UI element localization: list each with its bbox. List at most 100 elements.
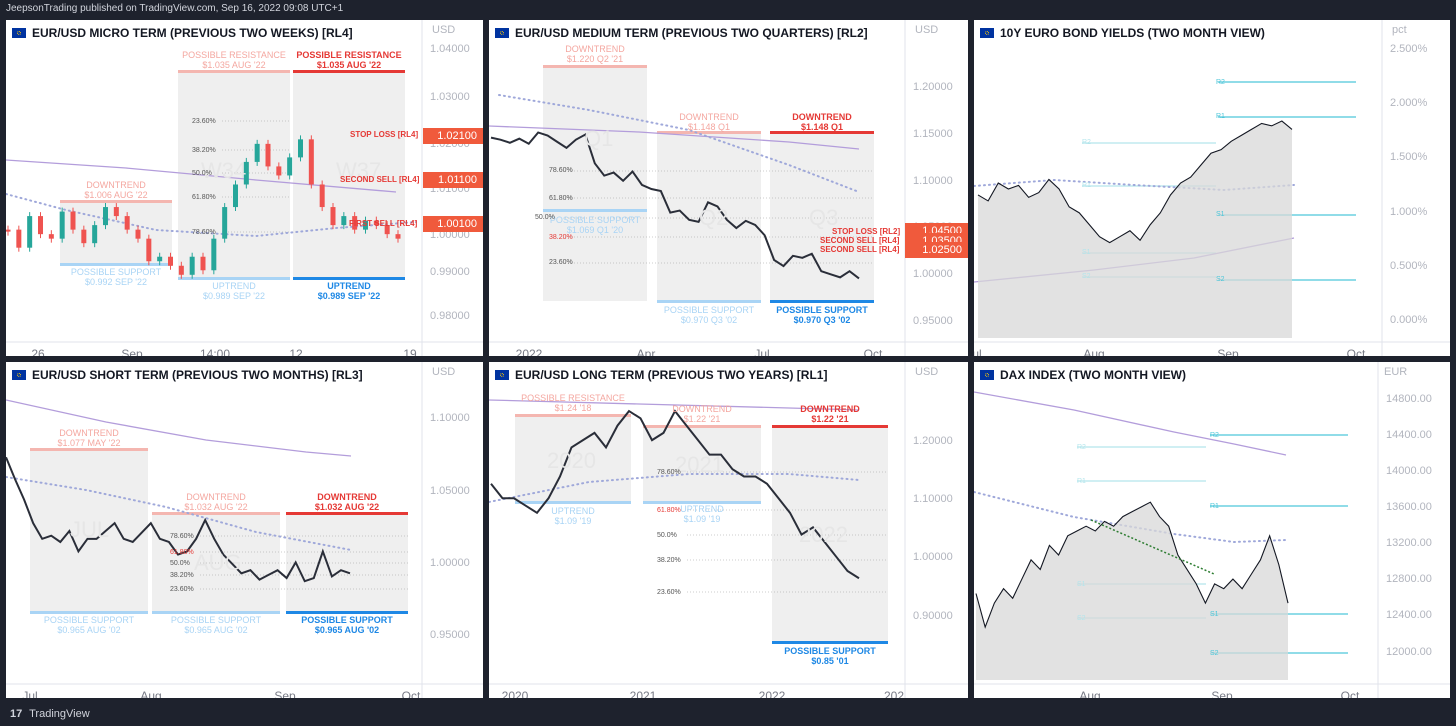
moving-average-dotted [6, 476, 352, 551]
panel-short-term[interactable]: 1.10000 1.05000 1.00000 0.95000 Jul Aug Sep Oct… [6, 362, 483, 698]
zone-bottom-sub: $1.09 '19 [683, 514, 721, 524]
area-fill [978, 121, 1292, 338]
side-label: SECOND SELL [RL4] [340, 175, 420, 184]
fib-label: 50.0% [535, 214, 555, 221]
fib-label: 38.20% [549, 234, 573, 241]
zone-bottom-label: UPTREND $1.09 '19 [515, 506, 631, 526]
zone-top-label: DOWNTREND $1.148 Q1 [770, 112, 874, 132]
panel-medium-term[interactable]: 1.200001.150001.100001.050001.000000.950… [489, 20, 968, 356]
price-box: 1.00100 [423, 216, 483, 232]
zone-top-text: DOWNTREND [800, 404, 860, 414]
zone-bottom-sub: $0.970 Q3 '02 [680, 315, 738, 325]
zone-top-label: DOWNTREND $1.220 Q2 '21 [543, 44, 647, 64]
price-box: 1.01100 [423, 172, 483, 188]
panel-long-term[interactable]: 1.20000 1.10000 1.00000 0.90000 2020 2021 2022… [489, 362, 968, 698]
zone-top-sub: $1.22 '21 [683, 414, 721, 424]
axis-unit: USD [432, 24, 456, 36]
candle-body [384, 225, 390, 235]
eu-flag-icon [12, 370, 26, 380]
y-tick-label: 1.20000 [913, 435, 953, 447]
watermark: 2021 [675, 452, 724, 477]
candle-body [168, 256, 173, 266]
eu-flag-icon [980, 370, 994, 380]
x-tick-label: Oct [402, 689, 421, 698]
y-tick-label: 1.04000 [430, 43, 470, 55]
fib-label: 61.80% [192, 194, 216, 201]
zone-top-text: DOWNTREND [679, 112, 739, 122]
zone-bottom-sub: $0.992 SEP '22 [84, 277, 148, 287]
tradingview-logo-icon: 17 [10, 708, 23, 720]
candle-body [363, 220, 368, 230]
candle-body [287, 157, 293, 176]
x-tick-label: 2021 [630, 689, 657, 698]
candle-body [243, 161, 249, 185]
candle-body [6, 229, 11, 232]
panel-title: EUR/USD MEDIUM TERM (PREVIOUS TWO QUARTE… [495, 26, 868, 40]
fib-label: 23.60% [170, 586, 194, 593]
level-label: R1 [1216, 113, 1225, 120]
x-tick-label: 19 [403, 347, 417, 356]
zone-top-text: DOWNTREND [672, 404, 732, 414]
support-line [178, 277, 290, 280]
x-tick-label: 2020 [502, 689, 529, 698]
candle-body [146, 238, 152, 262]
zone-bottom-label: POSSIBLE SUPPORT $1.069 Q1 '20 [543, 215, 647, 235]
x-tick-label: Sep [274, 689, 296, 698]
level-label: R2 [1077, 444, 1086, 451]
panel-bond-yields[interactable]: 2.500% 2.000% 1.500% 1.000% 0.500% 0.000% Jul A… [974, 20, 1450, 356]
support-line [152, 611, 280, 614]
watermark: W37 [336, 158, 382, 183]
candle-body [59, 211, 65, 239]
zone-bottom-text: POSSIBLE SUPPORT [301, 615, 393, 625]
zone-band [643, 427, 761, 502]
candle-body [341, 216, 347, 226]
level-label: R2 [1082, 139, 1091, 146]
candle-body [113, 207, 119, 217]
candle-body [135, 229, 141, 239]
moving-average-solid [489, 399, 860, 411]
zone-bottom-sub: $0.85 '01 [811, 656, 849, 666]
candle-body [178, 265, 184, 275]
fib-label: 38.20% [192, 147, 216, 154]
zone-bottom-text: UPTREND [327, 281, 371, 291]
candle-body [200, 256, 206, 271]
zone-bottom-text: UPTREND [551, 506, 595, 516]
candle-body [124, 216, 130, 230]
watermark: Q3 [809, 205, 839, 230]
resistance-line [30, 448, 148, 451]
side-label: FIRST SELL [RL4] [349, 219, 418, 228]
panel-title: EUR/USD SHORT TERM (PREVIOUS TWO MONTHS)… [12, 368, 363, 382]
resistance-line [543, 65, 647, 68]
zone-top-sub: $1.22 '21 [811, 414, 849, 424]
side-label: SECOND SELL [RL4] [820, 236, 900, 245]
zone-bottom-sub: $0.965 AUG '02 [184, 625, 248, 635]
panel-dax-index[interactable]: 14800.00 14400.00 14000.00 13600.00 13200.00… [974, 362, 1450, 698]
moving-average-solid [6, 159, 397, 193]
axis-unit: EUR [1384, 366, 1408, 378]
eu-flag-icon [12, 28, 26, 38]
zone-top-text: POSSIBLE RESISTANCE [296, 50, 402, 60]
candle-body [92, 225, 98, 244]
resistance-line [643, 425, 761, 428]
zone-top-text: POSSIBLE RESISTANCE [521, 393, 625, 403]
bond-chart-svg: 2.500% 2.000% 1.500% 1.000% 0.500% 0.000% Jul A… [974, 20, 1450, 356]
y-tick-label: 1.20000 [913, 81, 953, 93]
y-tick-label: 14800.00 [1386, 393, 1432, 405]
zone-band [543, 67, 647, 301]
zone-top-sub: $1.077 MAY '22 [57, 438, 121, 448]
zone-top-label: DOWNTREND $1.006 AUG '22 [60, 180, 172, 200]
panel-micro-term[interactable]: 1.04000 1.03000 1.02000 1.01000 1.00000 0.990… [6, 20, 483, 356]
watermark: JUL [70, 517, 110, 542]
panel-title-text: EUR/USD SHORT TERM (PREVIOUS TWO MONTHS)… [32, 368, 363, 382]
publisher-bar: JeepsonTrading published on TradingView.… [0, 0, 1456, 18]
x-tick-label: Oct [864, 347, 883, 356]
zone-top-label: DOWNTREND $1.22 '21 [772, 404, 888, 424]
fib-label: 23.60% [549, 259, 573, 266]
zone-top-label: DOWNTREND $1.22 '21 [643, 404, 761, 424]
candle-body [276, 166, 282, 176]
y-tick-label: 0.000% [1390, 314, 1428, 326]
candle-body [298, 139, 303, 158]
y-tick-label: 1.00000 [430, 557, 470, 569]
panel-title-text: DAX INDEX (TWO MONTH VIEW) [1000, 368, 1186, 382]
